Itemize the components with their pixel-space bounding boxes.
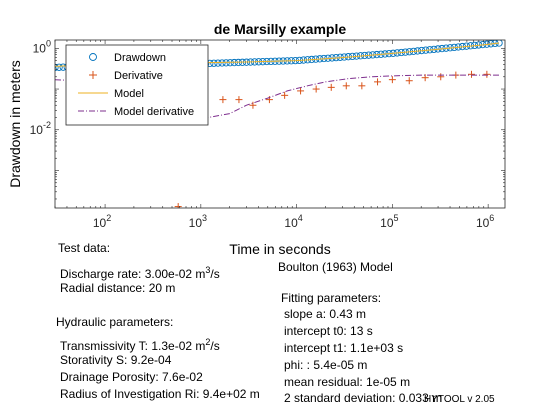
- fit-std-deviation: 2 standard deviation: 0.033 m: [284, 391, 443, 405]
- derivative-point: [174, 203, 182, 208]
- transmissivity-exponent: 2: [205, 337, 211, 347]
- ticks-layer: 102 103 104 105 106 10-2 100: [30, 38, 505, 230]
- derivative-point: [388, 76, 396, 84]
- x-tick-label: 105: [380, 213, 398, 230]
- y-tick-label: 100: [33, 38, 51, 55]
- drawdown-point: [210, 59, 218, 67]
- fit-intercept-t1: intercept t1: 1.1e+03 s: [284, 341, 404, 355]
- fit-phi: phi: : 5.4e-05 m: [284, 358, 368, 372]
- transmissivity-unit: /s: [210, 339, 220, 353]
- derivative-point: [374, 78, 382, 86]
- fit-intercept-t0: intercept t0: 13 s: [284, 324, 373, 338]
- legend: Drawdown Derivative Model Model derivative: [65, 44, 209, 126]
- drawdown-point: [55, 63, 63, 71]
- legend-label: Model: [114, 88, 144, 100]
- test-data-heading: Test data:: [58, 241, 111, 255]
- derivative-point: [327, 83, 335, 91]
- chart-title: de Marsilly example: [214, 21, 347, 37]
- y-axis-label: Drawdown in meters: [7, 60, 23, 188]
- x-tick-label: 106: [476, 213, 494, 230]
- legend-entry: Drawdown: [89, 52, 166, 64]
- derivative-point: [467, 70, 475, 78]
- derivative-point: [219, 96, 227, 104]
- drawdown-point: [214, 59, 222, 67]
- fitting-heading: Fitting parameters:: [281, 291, 382, 305]
- legend-label: Drawdown: [114, 52, 166, 64]
- x-tick-label: 103: [189, 213, 207, 230]
- x-axis-label: Time in seconds: [229, 241, 330, 257]
- legend-entry: Model: [78, 88, 144, 100]
- plot-frame: [54, 39, 506, 209]
- model-name: Boulton (1963) Model: [278, 260, 393, 274]
- derivative-point: [312, 85, 320, 93]
- legend-entry: Derivative: [89, 70, 163, 82]
- x-tick-label: 104: [284, 213, 302, 230]
- storativity: Storativity S: 9.2e-04: [60, 353, 172, 367]
- discharge-rate: Discharge rate: 3.00e-02 m3/s: [60, 263, 220, 281]
- derivative-point: [437, 73, 445, 81]
- discharge-rate-value: Discharge rate: 3.00e-02 m: [60, 267, 206, 281]
- derivative-point: [281, 91, 289, 99]
- fit-mean-residual: mean residual: 1e-05 m: [284, 375, 411, 389]
- x-tick-label: 102: [93, 213, 111, 230]
- legend-entry: Model derivative: [78, 106, 194, 118]
- radius-of-investigation: Radius of Investigation Ri: 9.4e+02 m: [60, 387, 260, 401]
- derivative-point: [483, 70, 491, 78]
- transmissivity: Transmissivity T: 1.3e-02 m2/s: [60, 335, 220, 353]
- y-tick-label: 10-2: [30, 120, 51, 137]
- hydraulic-heading: Hydraulic parameters:: [56, 315, 174, 329]
- version-label: HYTOOL v 2.05: [424, 394, 495, 405]
- discharge-rate-unit: /s: [210, 267, 220, 281]
- legend-label: Derivative: [114, 70, 163, 82]
- derivative-point: [421, 74, 429, 82]
- legend-key-circle: [89, 53, 97, 61]
- drawdown-point: [55, 63, 59, 72]
- drainage-porosity: Drainage Porosity: 7.6e-02: [60, 370, 203, 384]
- derivative-point: [405, 77, 413, 85]
- derivative-point: [342, 82, 350, 90]
- transmissivity-value: Transmissivity T: 1.3e-02 m: [60, 339, 206, 353]
- legend-label: Model derivative: [114, 106, 194, 118]
- discharge-rate-exponent: 3: [205, 265, 211, 275]
- derivative-point: [235, 96, 243, 104]
- derivative-point: [249, 101, 257, 109]
- derivative-point: [358, 82, 366, 90]
- fit-slope: slope a: 0.43 m: [284, 307, 367, 321]
- derivative-point: [297, 87, 305, 95]
- radial-distance: Radial distance: 20 m: [60, 281, 176, 295]
